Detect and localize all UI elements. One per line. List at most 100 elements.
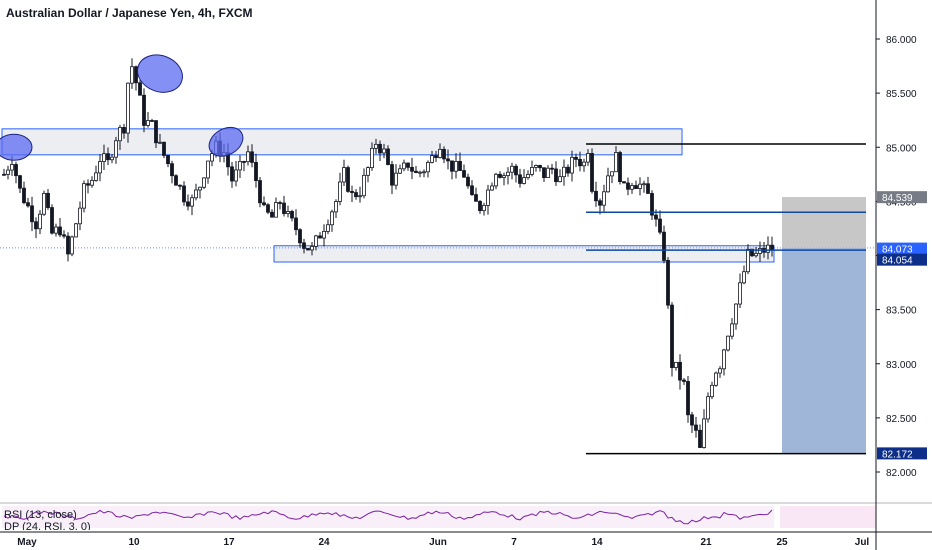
candle <box>650 190 654 221</box>
candle-body <box>242 161 246 163</box>
candle-body <box>626 182 630 190</box>
candle <box>46 189 50 210</box>
candle <box>250 144 254 168</box>
price-tag-bg <box>877 191 927 204</box>
candle-body <box>734 303 738 325</box>
candle <box>358 186 362 203</box>
candle-body <box>650 193 654 216</box>
candle <box>182 181 186 206</box>
candle-body <box>54 226 58 234</box>
candle <box>342 159 346 186</box>
candle-body <box>98 161 102 174</box>
candle-body <box>594 190 598 202</box>
candle <box>178 184 182 190</box>
candle <box>550 163 554 175</box>
candle <box>170 160 174 184</box>
candle <box>422 169 426 178</box>
candle-body <box>130 66 134 84</box>
candle-body <box>566 166 570 174</box>
candle-body <box>154 120 158 144</box>
candle-body <box>370 147 374 169</box>
candle <box>166 154 170 168</box>
candle <box>266 203 270 215</box>
candle-body <box>46 192 50 208</box>
candle-body <box>346 167 350 192</box>
candle <box>706 392 710 423</box>
candle <box>582 158 586 172</box>
candle <box>94 165 98 182</box>
candle <box>586 149 590 166</box>
candle <box>478 200 482 214</box>
candle <box>238 155 242 179</box>
candle <box>138 80 142 96</box>
candle-body <box>658 218 662 233</box>
y-tick-label: 82.500 <box>886 414 917 425</box>
rsi-label: RSI (13, close) <box>4 509 77 521</box>
candle <box>262 196 266 207</box>
candle-body <box>470 185 474 195</box>
candle <box>554 161 558 186</box>
candle <box>498 171 502 179</box>
candle-body <box>270 211 274 218</box>
candle-body <box>642 183 646 186</box>
candle <box>22 181 26 205</box>
candle-body <box>258 180 262 204</box>
candle-body <box>550 167 554 170</box>
candle <box>570 150 574 182</box>
candle <box>474 187 478 202</box>
overlays-layer <box>0 54 932 528</box>
candle-body <box>42 192 46 215</box>
candle <box>758 241 762 262</box>
candle-body <box>586 153 590 163</box>
candle-body <box>406 162 410 168</box>
rsi-band <box>2 506 774 528</box>
candle-body <box>682 379 686 382</box>
x-tick-label: 7 <box>511 537 517 548</box>
candle-body <box>286 211 290 214</box>
candle <box>722 348 726 376</box>
candle <box>746 244 750 275</box>
candle-body <box>414 170 418 173</box>
candle <box>378 140 382 161</box>
candle <box>418 170 422 178</box>
candle-body <box>174 175 178 186</box>
candle <box>470 180 474 196</box>
candle-body <box>302 242 306 249</box>
candle-body <box>126 82 130 134</box>
candle-body <box>522 177 526 184</box>
candle-body <box>602 191 606 206</box>
candle-body <box>454 161 458 172</box>
candle <box>122 123 126 139</box>
candle-body <box>426 162 430 173</box>
candle-body <box>742 271 746 284</box>
candle-body <box>750 248 754 257</box>
candle <box>738 273 742 308</box>
y-tick-label: 83.500 <box>886 306 917 317</box>
price-tag: 84.054 <box>877 253 927 267</box>
candle <box>30 196 34 232</box>
candle-body <box>6 169 10 175</box>
candle-body <box>722 349 726 370</box>
candle-body <box>718 368 722 374</box>
candle <box>414 165 418 174</box>
candle <box>662 225 666 264</box>
x-tick-label: Jul <box>855 537 870 548</box>
candle-body <box>146 120 150 126</box>
candle-body <box>86 183 90 186</box>
candle-body <box>482 204 486 212</box>
candle <box>542 167 546 182</box>
candle-body <box>178 184 182 187</box>
candle <box>394 164 398 190</box>
candle-body <box>122 127 126 134</box>
candle-body <box>598 200 602 206</box>
candle <box>186 194 190 211</box>
candle-body <box>686 381 690 416</box>
candle-body <box>350 191 354 193</box>
candle <box>370 142 374 171</box>
candle <box>462 164 466 178</box>
candle-body <box>282 202 286 214</box>
candle <box>538 164 542 172</box>
candle-body <box>362 174 366 197</box>
candle-body <box>166 155 170 165</box>
